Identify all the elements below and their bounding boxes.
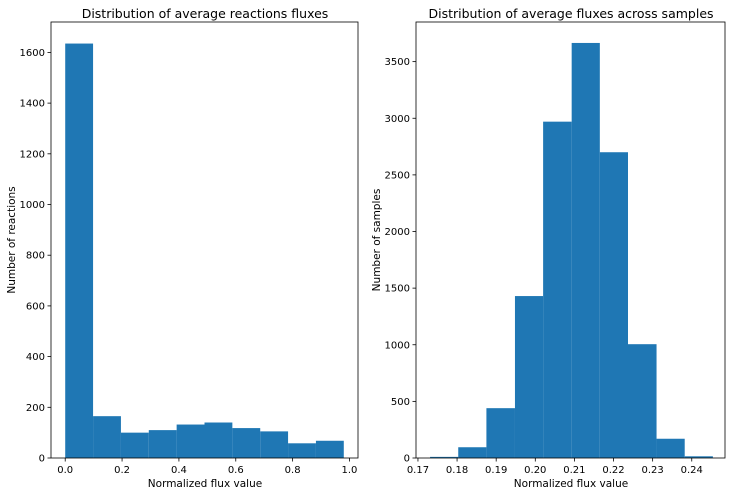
- left-plot-frame: [50, 21, 359, 459]
- left-y-tick-label: 1200: [20, 149, 45, 160]
- right-y-ticks: 0 500 1000 1500 2000 2500 3000 3500: [385, 57, 416, 465]
- right-y-tick-label: 0: [404, 454, 410, 465]
- left-x-tick-label: 0.2: [114, 465, 130, 476]
- right-x-ticks: 0.17 0.18 0.19 0.20 0.21 0.22 0.23 0.24: [407, 458, 703, 476]
- left-x-tick-label: 0.8: [285, 465, 301, 476]
- right-y-tick-label: 500: [391, 397, 410, 408]
- right-histogram-bar-9: [656, 438, 685, 458]
- right-histogram-bar-2: [458, 447, 487, 458]
- right-x-tick-label: 0.18: [446, 465, 468, 476]
- left-x-tick-label: 0.6: [228, 465, 244, 476]
- left-histogram-bar-10: [315, 440, 344, 458]
- right-histogram-bar-10: [684, 456, 713, 458]
- left-histogram-bar-5: [176, 424, 205, 458]
- right-y-tick-label: 2000: [385, 227, 410, 238]
- left-histogram-bar-1: [65, 43, 94, 459]
- right-histogram-bar-6: [571, 42, 600, 458]
- left-histogram-bar-3: [120, 432, 149, 458]
- right-y-tick-label: 3500: [385, 57, 410, 68]
- right-histogram-bar-5: [543, 121, 572, 458]
- left-x-tick-label: 0.0: [57, 465, 73, 476]
- left-y-tick-label: 400: [26, 352, 45, 363]
- left-histogram-panel: Distribution of average reactions fluxes…: [6, 6, 359, 490]
- right-y-tick-label: 3000: [385, 114, 410, 125]
- right-histogram-bar-8: [628, 344, 657, 458]
- right-histogram-panel: Distribution of average fluxes across sa…: [371, 6, 726, 490]
- right-x-tick-label: 0.22: [602, 465, 624, 476]
- right-y-tick-label: 2500: [385, 170, 410, 181]
- left-histogram-bar-7: [232, 428, 261, 458]
- left-y-tick-label: 1600: [20, 48, 45, 59]
- left-x-tick-label: 0.4: [171, 465, 187, 476]
- left-y-ticks: 0 200 400 600 800 1000 1200 1400 1600: [20, 48, 51, 465]
- left-histogram-bar-9: [288, 443, 316, 458]
- right-y-axis-label: Number of samples: [371, 189, 383, 292]
- right-x-tick-label: 0.21: [563, 465, 585, 476]
- right-x-tick-label: 0.17: [407, 465, 429, 476]
- right-plot-frame: [415, 21, 726, 459]
- right-x-tick-label: 0.24: [681, 465, 703, 476]
- right-y-tick-label: 1500: [385, 284, 410, 295]
- left-y-tick-label: 0: [39, 454, 45, 465]
- left-histogram-bar-2: [93, 416, 121, 458]
- left-y-tick-label: 800: [26, 251, 45, 262]
- left-chart-title: Distribution of average reactions fluxes: [82, 6, 329, 21]
- left-y-axis-label: Number of reactions: [6, 186, 18, 293]
- left-x-axis-label: Normalized flux value: [148, 478, 262, 490]
- right-histogram-bars: [430, 42, 713, 459]
- left-histogram-bar-8: [260, 431, 289, 458]
- left-y-tick-label: 1400: [20, 99, 45, 110]
- left-histogram-bar-6: [204, 422, 233, 458]
- left-y-tick-label: 200: [26, 403, 45, 414]
- right-chart-title: Distribution of average fluxes across sa…: [428, 6, 713, 21]
- left-y-tick-label: 1000: [20, 200, 45, 211]
- right-x-tick-label: 0.19: [485, 465, 507, 476]
- right-x-tick-label: 0.20: [524, 465, 546, 476]
- right-x-axis-label: Normalized flux value: [514, 478, 628, 490]
- right-y-tick-label: 1000: [385, 340, 410, 351]
- right-histogram-bar-4: [514, 296, 544, 458]
- left-histogram-bars: [65, 43, 344, 459]
- left-x-ticks: 0.0 0.2 0.4 0.6 0.8 1.0: [57, 458, 357, 476]
- left-histogram-bar-4: [148, 430, 177, 458]
- right-x-tick-label: 0.23: [642, 465, 664, 476]
- right-histogram-bar-3: [486, 408, 515, 458]
- left-x-tick-label: 1.0: [342, 465, 358, 476]
- right-histogram-bar-7: [599, 152, 628, 459]
- left-y-tick-label: 600: [26, 301, 45, 312]
- right-histogram-bar-1: [430, 456, 459, 458]
